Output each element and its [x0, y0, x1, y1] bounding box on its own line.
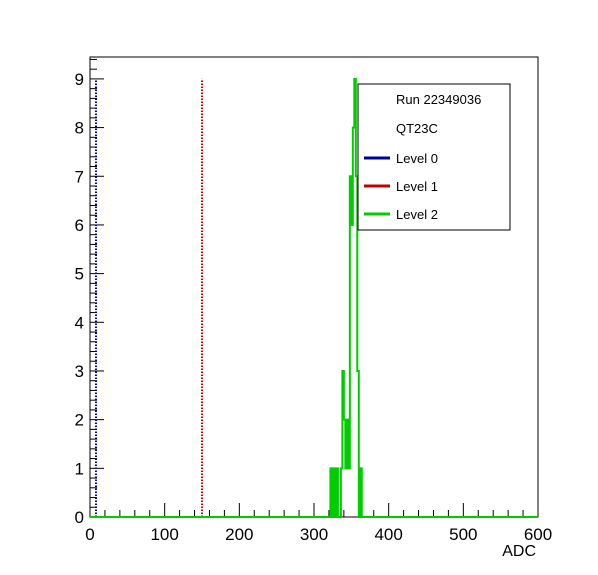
x-tick-label: 300: [300, 525, 328, 544]
x-tick-label: 400: [374, 525, 402, 544]
legend-header-run: Run 22349036: [396, 92, 481, 107]
x-tick-label: 100: [150, 525, 178, 544]
y-tick-label: 3: [75, 362, 84, 381]
x-axis-label: ADC: [502, 543, 536, 560]
legend-entry-label: Level 1: [396, 179, 438, 194]
legend: Run 22349036 QT23C Level 0 Level 1 Level 2: [357, 83, 511, 231]
y-tick-label: 1: [75, 459, 84, 478]
y-tick-label: 5: [75, 265, 84, 284]
y-tick-label: 6: [75, 216, 84, 235]
x-tick-label: 0: [85, 525, 94, 544]
legend-header-qt: QT23C: [396, 121, 438, 136]
legend-entry-label: Level 2: [396, 207, 438, 222]
y-tick-label: 9: [75, 70, 84, 89]
y-tick-label: 4: [75, 313, 84, 332]
legend-entry-label: Level 0: [396, 151, 438, 166]
y-tick-label: 2: [75, 411, 84, 430]
y-tick-label: 8: [75, 119, 84, 138]
x-tick-label: 600: [524, 525, 552, 544]
x-axis: 0 100 200 300 400 500 600: [85, 503, 552, 544]
y-axis: 0 1 2 3 4 5 6 7 8 9: [75, 58, 104, 527]
x-tick-label: 200: [225, 525, 253, 544]
legend-entries: Level 0 Level 1 Level 2: [364, 151, 438, 222]
y-tick-label: 7: [75, 167, 84, 186]
series-line-level-2: [90, 77, 538, 518]
x-tick-label: 500: [449, 525, 477, 544]
y-tick-label: 0: [75, 508, 84, 527]
series-layer: [90, 77, 538, 518]
